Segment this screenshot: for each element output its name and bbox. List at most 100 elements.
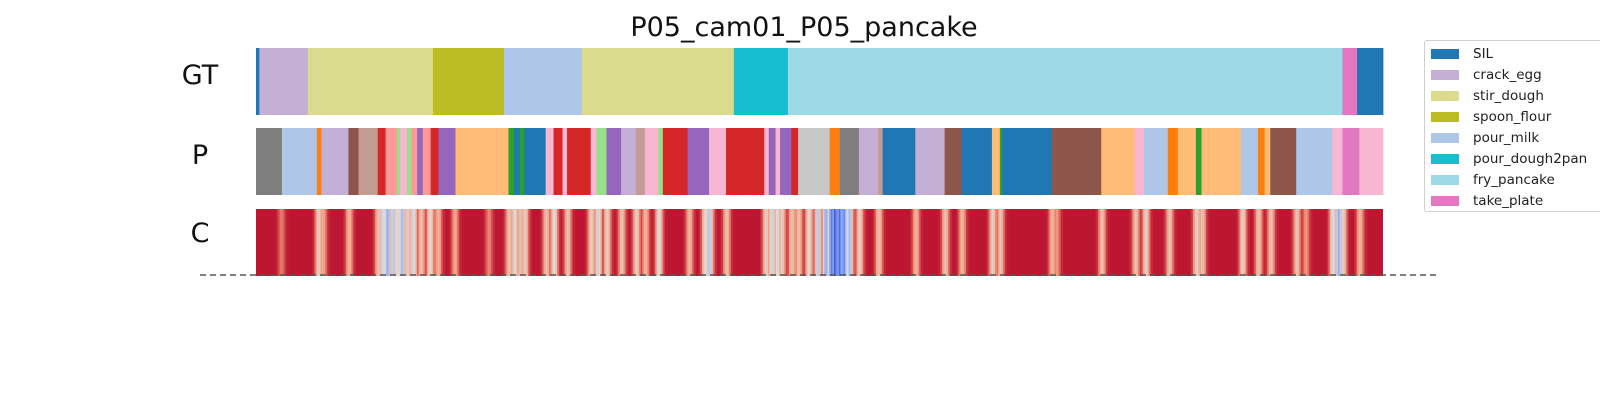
confidence-strip-429 bbox=[946, 209, 949, 276]
confidence-strip-190 bbox=[561, 209, 565, 276]
confidence-strip-552 bbox=[1144, 209, 1147, 276]
confidence-strip-41 bbox=[322, 209, 325, 276]
pred-segment-42 bbox=[829, 128, 841, 195]
confidence-strip-167 bbox=[524, 209, 528, 276]
confidence-strip-112 bbox=[436, 209, 439, 276]
confidence-strip-316 bbox=[764, 209, 767, 276]
legend: SIL crack_egg stir_dough spoon_flour pour_mi… bbox=[1424, 40, 1600, 212]
legend-label: fry_pancake bbox=[1473, 172, 1555, 188]
legend-swatch bbox=[1431, 196, 1459, 206]
confidence-strip-143 bbox=[486, 209, 489, 276]
confidence-strip-209 bbox=[592, 209, 595, 276]
confidence-strip-565 bbox=[1165, 209, 1168, 276]
confidence-strip-439 bbox=[962, 209, 965, 276]
pred-segment-1 bbox=[281, 128, 318, 195]
confidence-strip-81 bbox=[386, 209, 389, 276]
confidence-strip-567 bbox=[1168, 209, 1172, 276]
chart-title: P05_cam01_P05_pancake bbox=[630, 12, 978, 43]
confidence-strip-100 bbox=[417, 209, 420, 276]
confidence-strip-74 bbox=[375, 209, 378, 276]
confidence-strip-45 bbox=[328, 209, 331, 276]
confidence-strip-612 bbox=[1241, 209, 1244, 276]
confidence-strip-246 bbox=[652, 209, 655, 276]
confidence-strip-105 bbox=[425, 209, 428, 276]
confidence-strip-374 bbox=[858, 209, 861, 276]
pred-segment-17 bbox=[508, 128, 515, 195]
confidence-strip-12 bbox=[275, 209, 278, 276]
confidence-strip-454 bbox=[986, 209, 990, 276]
confidence-strip-19 bbox=[286, 209, 289, 276]
confidence-strip-456 bbox=[990, 209, 993, 276]
confidence-strip-295 bbox=[730, 209, 734, 276]
confidence-strip-168 bbox=[526, 209, 529, 276]
confidence-strip-500 bbox=[1061, 209, 1064, 276]
pred-segment-30 bbox=[644, 128, 659, 195]
pred-segment-12 bbox=[417, 128, 424, 195]
confidence-strip-146 bbox=[491, 209, 494, 276]
confidence-strip-584 bbox=[1196, 209, 1199, 276]
gt-segment-2 bbox=[307, 48, 434, 115]
legend-swatch bbox=[1431, 154, 1459, 164]
confidence-strip-153 bbox=[502, 209, 505, 276]
legend-swatch bbox=[1431, 112, 1459, 122]
confidence-strip-206 bbox=[587, 209, 590, 276]
confidence-strip-238 bbox=[639, 209, 642, 276]
confidence-strip-372 bbox=[854, 209, 858, 276]
confidence-strip-457 bbox=[991, 209, 994, 276]
confidence-strip-462 bbox=[999, 209, 1003, 276]
confidence-strip-424 bbox=[938, 209, 941, 276]
confidence-strip-676 bbox=[1344, 209, 1347, 276]
confidence-strip-669 bbox=[1333, 209, 1336, 276]
confidence-strip-214 bbox=[600, 209, 603, 276]
confidence-strip-455 bbox=[988, 209, 991, 276]
confidence-strip-354 bbox=[825, 209, 829, 276]
confidence-strip-44 bbox=[326, 209, 330, 276]
pred-segment-6 bbox=[377, 128, 387, 195]
confidence-strip-383 bbox=[872, 209, 875, 276]
pred-segment-7 bbox=[385, 128, 398, 195]
confidence-strip-342 bbox=[806, 209, 809, 276]
confidence-strip-217 bbox=[605, 209, 608, 276]
confidence-strip-651 bbox=[1304, 209, 1307, 276]
confidence-strip-459 bbox=[994, 209, 998, 276]
confidence-strip-216 bbox=[603, 209, 606, 276]
confidence-strip-409 bbox=[914, 209, 917, 276]
confidence-strip-389 bbox=[882, 209, 885, 276]
confidence-strip-549 bbox=[1139, 209, 1143, 276]
confidence-strip-37 bbox=[315, 209, 318, 276]
confidence-strip-75 bbox=[376, 209, 379, 276]
confidence-strip-367 bbox=[846, 209, 850, 276]
confidence-strip-280 bbox=[706, 209, 710, 276]
confidence-strip-86 bbox=[394, 209, 397, 276]
confidence-strip-571 bbox=[1175, 209, 1178, 276]
confidence-strip-460 bbox=[996, 209, 999, 276]
confidence-strip-254 bbox=[664, 209, 668, 276]
pred-segment-13 bbox=[422, 128, 432, 195]
confidence-strip-630 bbox=[1270, 209, 1273, 276]
pred-segment-65 bbox=[1296, 128, 1333, 195]
confidence-strip-614 bbox=[1244, 209, 1247, 276]
confidence-strip-425 bbox=[940, 209, 943, 276]
confidence-strip-59 bbox=[350, 209, 354, 276]
confidence-strip-318 bbox=[767, 209, 771, 276]
confidence-strip-219 bbox=[608, 209, 611, 276]
confidence-strip-493 bbox=[1049, 209, 1052, 276]
confidence-strip-193 bbox=[566, 209, 569, 276]
pred-segment-56 bbox=[1144, 128, 1169, 195]
confidence-strip-291 bbox=[724, 209, 727, 276]
pred-segment-63 bbox=[1264, 128, 1271, 195]
confidence-strip-555 bbox=[1149, 209, 1152, 276]
confidence-strip-61 bbox=[354, 209, 357, 276]
pred-segment-44 bbox=[858, 128, 879, 195]
confidence-strip-410 bbox=[916, 209, 919, 276]
pred-segment-23 bbox=[562, 128, 568, 195]
pred-segment-59 bbox=[1195, 128, 1202, 195]
confidence-strip-632 bbox=[1273, 209, 1276, 276]
gt-row bbox=[256, 48, 1384, 115]
confidence-strip-283 bbox=[711, 209, 714, 276]
confidence-strip-566 bbox=[1167, 209, 1170, 276]
pred-segment-68 bbox=[1359, 128, 1384, 195]
confidence-strip-288 bbox=[719, 209, 722, 276]
confidence-strip-527 bbox=[1104, 209, 1107, 276]
confidence-strip-92 bbox=[404, 209, 407, 276]
